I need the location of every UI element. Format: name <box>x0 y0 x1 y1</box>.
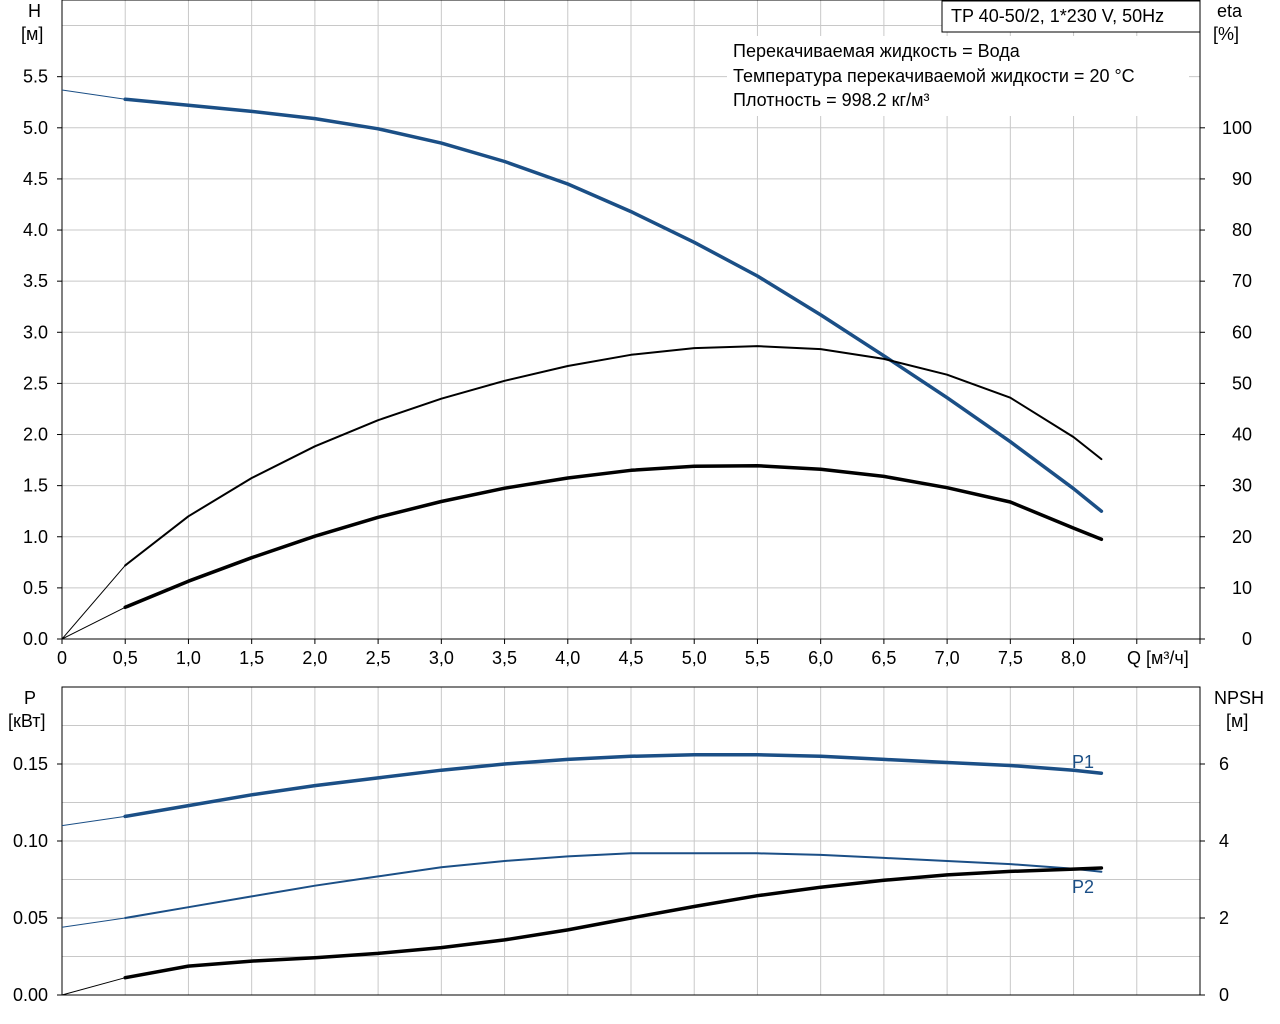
y-left-tick-label: 1.0 <box>23 527 48 547</box>
p2-curve-extrapolated <box>61 917 126 928</box>
x-tick-label: 4,0 <box>555 648 580 668</box>
x-tick-label: 2,5 <box>366 648 391 668</box>
y-right-unit: [%] <box>1213 24 1239 44</box>
bottom-curves: P1 P2 <box>61 752 1104 996</box>
x-tick-label: 2,0 <box>302 648 327 668</box>
y-right-tick-label: 20 <box>1232 527 1252 547</box>
y-left-tick-label: 4.5 <box>23 169 48 189</box>
head-curve <box>123 97 1104 513</box>
npsh-axis-unit: [м] <box>1226 711 1248 731</box>
y-left-tick-label: 2.5 <box>23 373 48 393</box>
x-ticks: 0 0,5 1,0 1,5 2,0 2,5 3,0 3,5 4,0 4,5 5,0 5,5 6,0 6,5… <box>57 639 1201 668</box>
y-left-tick-label: 5.0 <box>23 118 48 138</box>
x-tick-label: 8,0 <box>1061 648 1086 668</box>
x-tick-label: 0 <box>57 648 67 668</box>
p1-curve <box>123 753 1104 819</box>
npsh-tick-label: 6 <box>1219 754 1229 774</box>
y-left-tick-label: 4.0 <box>23 220 48 240</box>
efficiency-curve-thin <box>124 345 1103 567</box>
y-right-tick-label: 30 <box>1232 476 1252 496</box>
p-tick-label: 0.10 <box>13 831 48 851</box>
y-right-tick-label: 60 <box>1232 322 1252 342</box>
p-ticks: 0.00 0.05 0.10 0.15 <box>13 754 62 1005</box>
series-label-p1: P1 <box>1072 752 1094 772</box>
y-left-tick-label: 5.5 <box>23 67 48 87</box>
bottom-chart-grid <box>62 687 1201 995</box>
y-right-tick-label: 80 <box>1232 220 1252 240</box>
x-tick-label: 3,5 <box>492 648 517 668</box>
x-tick-label: 7,0 <box>935 648 960 668</box>
y-left-tick-label: 3.0 <box>23 322 48 342</box>
efficiency-curve-thick-extrapolated <box>61 606 126 640</box>
y-right-tick-label: 40 <box>1232 425 1252 445</box>
npsh-tick-label: 2 <box>1219 908 1229 928</box>
y-right-tick-label: 50 <box>1232 373 1252 393</box>
y-right-tick-label: 70 <box>1232 271 1252 291</box>
y-left-tick-label: 0.5 <box>23 578 48 598</box>
series-label-p2: P2 <box>1072 877 1094 897</box>
y-left-tick-label: 2.0 <box>23 425 48 445</box>
x-tick-label: 7,5 <box>998 648 1023 668</box>
x-tick-label: 6,0 <box>808 648 833 668</box>
p-tick-label: 0.15 <box>13 754 48 774</box>
info-density: Плотность = 998.2 кг/м³ <box>733 90 929 110</box>
info-temperature: Температура перекачиваемой жидкости = 20… <box>733 66 1135 86</box>
npsh-tick-label: 4 <box>1219 831 1229 851</box>
y-right-ticks: 0 10 20 30 40 50 60 70 80 90 100 <box>1200 118 1252 649</box>
y-left-tick-label: 3.5 <box>23 271 48 291</box>
y-right-title: eta <box>1217 1 1243 21</box>
p-axis-title: P <box>24 688 36 708</box>
x-tick-label: 1,5 <box>239 648 264 668</box>
p-tick-label: 0.00 <box>13 985 48 1005</box>
y-right-tick-label: 90 <box>1232 169 1252 189</box>
x-tick-label: 0,5 <box>113 648 138 668</box>
bottom-chart: P [кВт] NPSH [м] 0.00 0.05 0.10 0.15 0 2 4 6 P… <box>0 686 1280 1005</box>
x-tick-label: 5,0 <box>682 648 707 668</box>
p1-curve-extrapolated <box>61 815 126 827</box>
npsh-curve-extrapolated <box>61 977 126 996</box>
x-tick-label: 5,5 <box>745 648 770 668</box>
p-tick-label: 0.05 <box>13 908 48 928</box>
y-left-ticks: 0.0 0.5 1.0 1.5 2.0 2.5 3.0 3.5 4.0 4.5 5.0 5.5 <box>23 67 62 649</box>
y-left-title: H <box>28 1 41 21</box>
info-background <box>727 36 1189 116</box>
y-right-tick-label: 10 <box>1232 578 1252 598</box>
top-chart: TP 40-50/2, 1*230 V, 50Hz Перекачиваемая… <box>21 0 1252 668</box>
info-liquid: Перекачиваемая жидкость = Вода <box>733 41 1021 61</box>
y-left-tick-label: 1.5 <box>23 476 48 496</box>
y-left-unit: [м] <box>21 24 43 44</box>
pump-model-label: TP 40-50/2, 1*230 V, 50Hz <box>951 6 1164 26</box>
npsh-tick-label: 0 <box>1219 985 1229 1005</box>
x-tick-label: 1,0 <box>176 648 201 668</box>
npsh-curve <box>123 866 1104 980</box>
x-tick-label: 6,5 <box>871 648 896 668</box>
x-tick-label: 4,5 <box>618 648 643 668</box>
y-right-tick-label: 0 <box>1242 629 1252 649</box>
y-right-tick-label: 100 <box>1222 118 1252 138</box>
x-tick-label: 3,0 <box>429 648 454 668</box>
npsh-ticks: 0 2 4 6 <box>1200 754 1229 1005</box>
x-axis-unit: Q [м³/ч] <box>1127 648 1189 668</box>
efficiency-curve-thin-extrapolated <box>61 565 126 640</box>
top-curves <box>61 89 1104 640</box>
pump-model-box <box>941 0 1201 33</box>
npsh-axis-title: NPSH <box>1214 688 1264 708</box>
y-left-tick-label: 0.0 <box>23 629 48 649</box>
p-axis-unit: [кВт] <box>8 711 46 731</box>
head-curve-extrapolated <box>61 89 126 100</box>
efficiency-curve-thick <box>123 463 1104 610</box>
p2-curve <box>124 852 1103 919</box>
